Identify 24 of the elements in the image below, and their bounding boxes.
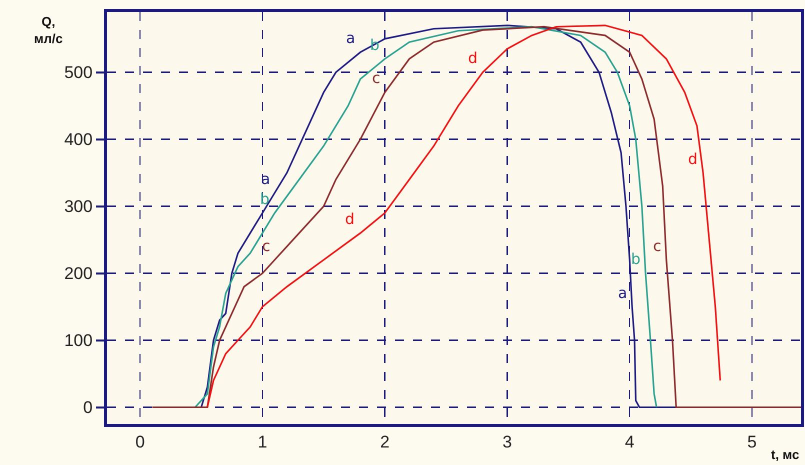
y-tick-label: 400 — [64, 130, 93, 150]
x-tick-label: 3 — [502, 432, 512, 452]
x-tick-label: 5 — [747, 432, 757, 452]
y-axis-title: Q, мл/с — [34, 14, 63, 46]
line-series — [151, 26, 801, 408]
y-tick-label: 100 — [64, 331, 93, 350]
text: d — [345, 210, 355, 228]
y-tick-label: 500 — [64, 63, 93, 82]
x-tick-label: 2 — [380, 432, 390, 452]
y-tick-label: 300 — [64, 197, 93, 216]
x-tick-label: 1 — [258, 432, 268, 452]
series-label: b — [631, 250, 641, 268]
y-tick-label: 200 — [64, 264, 93, 284]
x-axis-title: t, мс — [771, 447, 800, 462]
x-tick-label: 0 — [135, 432, 145, 452]
series-label: a — [618, 284, 628, 302]
text: c — [372, 69, 380, 87]
series-label: d — [688, 150, 698, 168]
text: c — [262, 237, 270, 255]
series-label: c — [653, 237, 662, 255]
text: d — [468, 49, 478, 67]
y-tick-label: 0 — [83, 398, 93, 418]
text: a — [346, 29, 356, 47]
x-tick-label: 4 — [624, 432, 634, 452]
